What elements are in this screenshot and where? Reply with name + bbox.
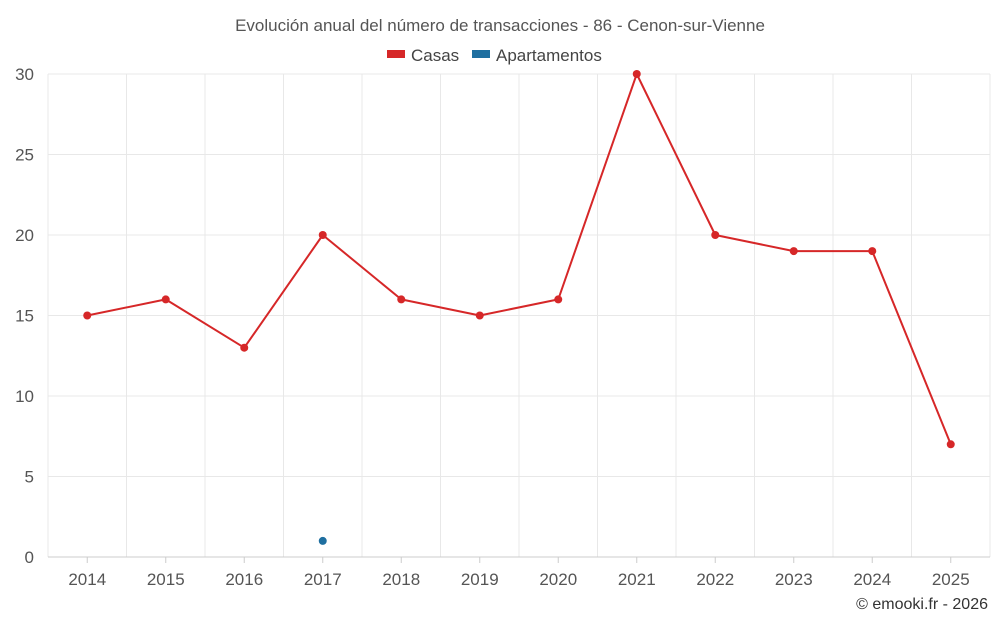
data-point-casas-2020[interactable]	[554, 295, 563, 304]
y-tick-label: 20	[15, 226, 34, 245]
legend-label-apartamentos: Apartamentos	[496, 46, 602, 65]
data-point-apartamentos-2017[interactable]	[318, 536, 327, 545]
x-tick-label: 2022	[696, 570, 734, 589]
series-casas	[83, 70, 955, 449]
x-tick-label: 2018	[382, 570, 420, 589]
legend-swatch-apartamentos	[472, 50, 490, 58]
x-axis-ticks: 2014 2015 2016 2017 2018 2019 2020 2021 2022 2023…	[68, 557, 970, 589]
data-point-casas-2015[interactable]	[161, 295, 170, 304]
y-axis-ticks: 0 5 10 15 20 25 30	[15, 65, 34, 567]
series-apartamentos	[318, 536, 327, 545]
y-tick-label: 5	[25, 468, 34, 487]
series-line-casas	[87, 73, 952, 445]
data-point-casas-2019[interactable]	[475, 311, 484, 320]
y-tick-label: 15	[15, 307, 34, 326]
chart-title: Evolución anual del número de transaccio…	[235, 16, 765, 35]
x-tick-label: 2015	[147, 570, 185, 589]
legend-swatch-casas	[387, 50, 405, 58]
y-tick-label: 30	[15, 65, 34, 84]
x-tick-label: 2019	[461, 570, 499, 589]
legend: Casas Apartamentos	[387, 46, 602, 65]
credit-text: © emooki.fr - 2026	[856, 596, 988, 613]
series	[83, 70, 955, 545]
data-point-casas-2016[interactable]	[240, 343, 249, 352]
data-point-casas-2017[interactable]	[318, 231, 327, 239]
y-tick-label: 10	[15, 387, 34, 406]
x-tick-label: 2021	[618, 570, 656, 589]
x-tick-label: 2017	[304, 570, 342, 589]
data-point-casas-2025[interactable]	[946, 440, 955, 449]
x-tick-label: 2023	[775, 570, 813, 589]
legend-item-apartamentos[interactable]: Apartamentos	[472, 46, 602, 65]
data-point-casas-2014[interactable]	[83, 311, 92, 320]
data-point-casas-2021[interactable]	[632, 70, 641, 78]
data-point-casas-2024[interactable]	[868, 247, 877, 256]
x-tick-label: 2014	[68, 570, 106, 589]
data-point-casas-2023[interactable]	[789, 247, 798, 256]
y-tick-label: 25	[15, 146, 34, 165]
x-tick-label: 2025	[932, 570, 970, 589]
x-tick-label: 2020	[539, 570, 577, 589]
x-tick-label: 2016	[225, 570, 263, 589]
y-tick-label: 0	[25, 548, 34, 567]
data-point-casas-2022[interactable]	[711, 231, 720, 239]
grid	[47, 73, 991, 558]
x-tick-label: 2024	[853, 570, 891, 589]
data-point-casas-2018[interactable]	[397, 295, 406, 304]
legend-item-casas[interactable]: Casas	[387, 46, 459, 65]
legend-label-casas: Casas	[411, 46, 459, 65]
